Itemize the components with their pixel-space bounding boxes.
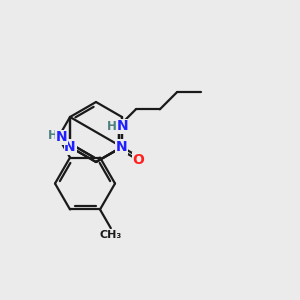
Text: H: H [47,129,57,142]
Text: N: N [116,140,128,154]
Text: N: N [64,140,76,154]
Text: O: O [132,153,144,167]
Text: N: N [56,130,68,144]
Text: CH₃: CH₃ [100,230,122,240]
Text: H: H [107,120,117,133]
Text: N: N [117,119,128,133]
